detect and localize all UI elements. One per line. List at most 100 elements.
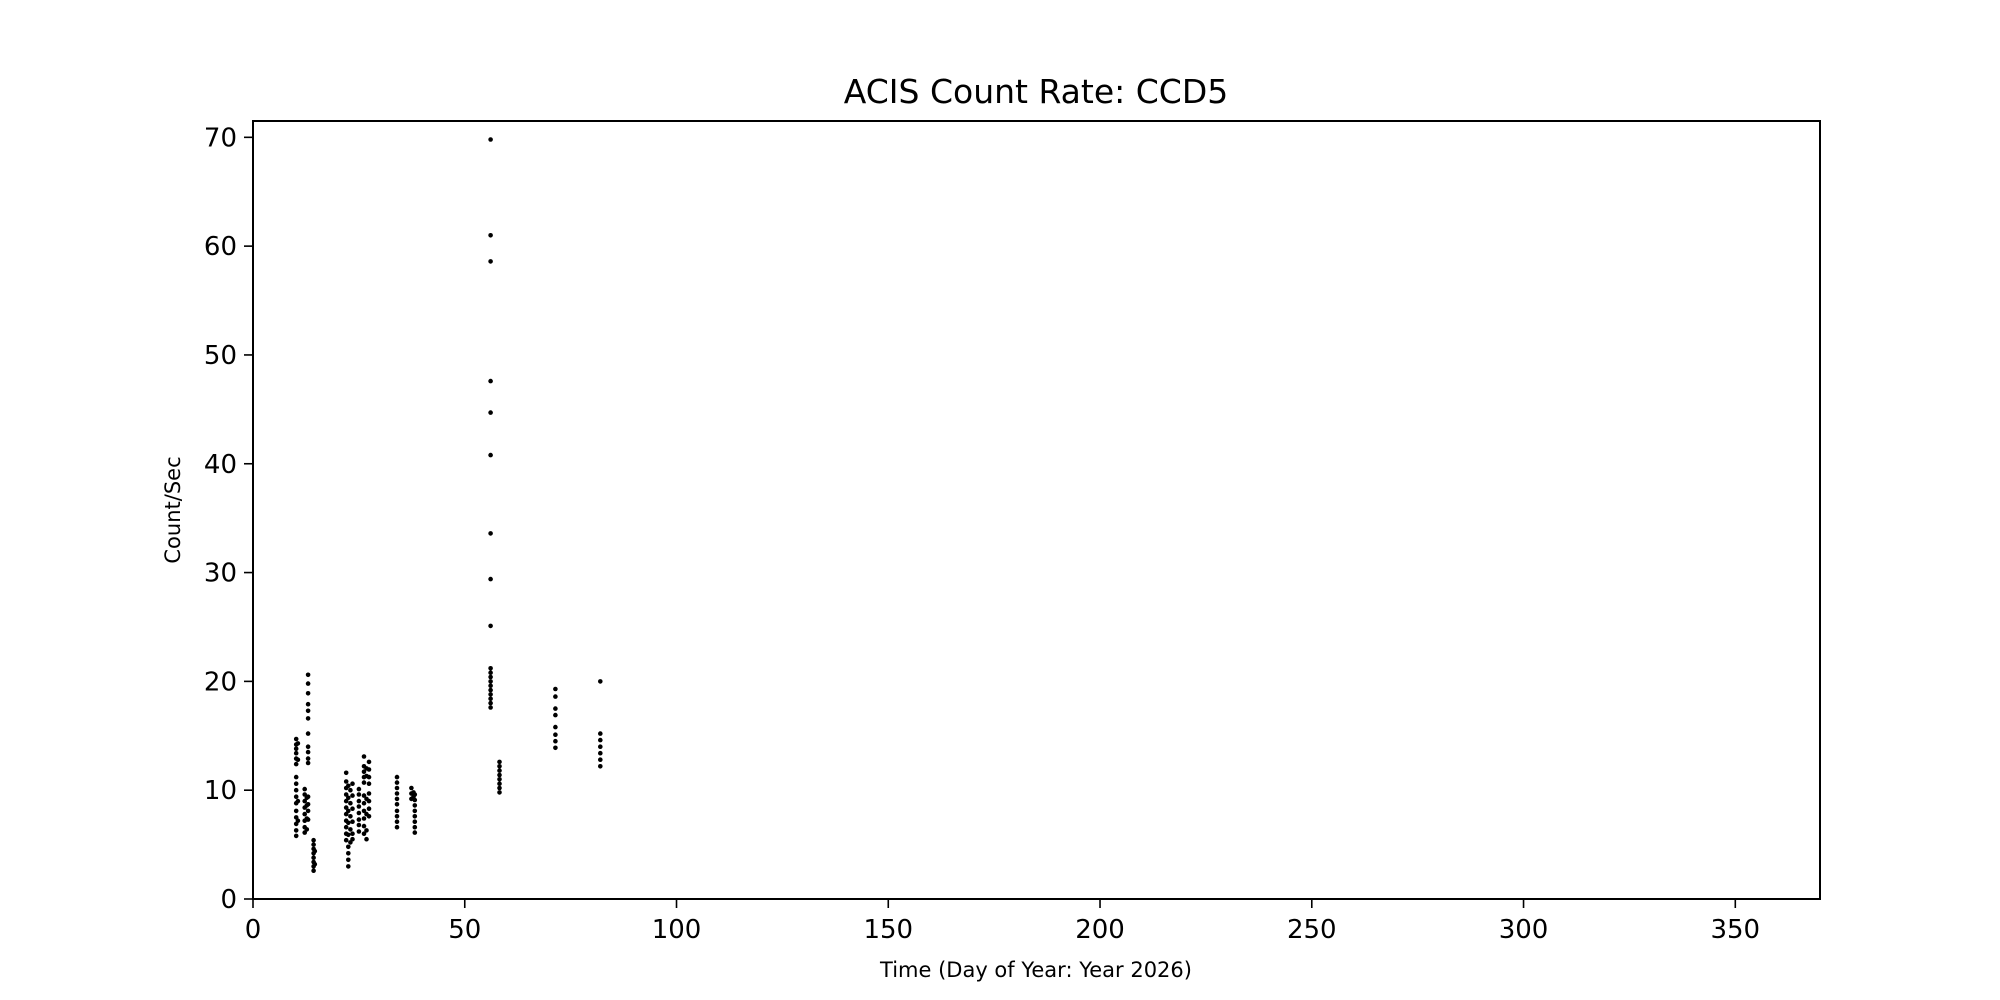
data-point (497, 777, 502, 782)
data-point (553, 694, 558, 699)
data-point (497, 772, 502, 778)
data-point (488, 700, 493, 706)
data-point (366, 791, 372, 796)
data-point (361, 754, 367, 759)
data-point (350, 819, 355, 824)
data-point (488, 687, 493, 693)
data-point (348, 787, 353, 793)
data-point (366, 814, 372, 819)
chart-title: ACIS Count Rate: CCD5 (844, 72, 1228, 111)
data-points (293, 137, 603, 873)
data-point (488, 623, 493, 629)
data-point (305, 794, 311, 799)
data-point (366, 781, 372, 786)
data-point (394, 785, 400, 791)
data-point (553, 686, 558, 692)
data-point (488, 692, 493, 697)
data-point (312, 861, 318, 867)
data-point (346, 783, 351, 789)
data-point (305, 802, 311, 807)
data-point (346, 851, 351, 856)
data-point (488, 576, 493, 582)
data-point (346, 864, 351, 869)
data-point (394, 824, 400, 830)
data-point (312, 848, 318, 854)
data-point (598, 757, 603, 762)
data-point (488, 259, 493, 264)
data-point (305, 749, 311, 755)
data-point (350, 793, 355, 798)
data-point (293, 774, 299, 780)
data-point (553, 745, 558, 751)
x-tick-label: 150 (863, 915, 913, 945)
data-point (346, 795, 351, 801)
data-point (346, 832, 351, 838)
y-tick-label: 50 (204, 341, 237, 371)
data-point (366, 798, 372, 804)
data-point (412, 814, 418, 819)
y-tick-label: 60 (204, 232, 237, 262)
data-point (311, 868, 316, 873)
data-point (343, 824, 349, 830)
data-point (343, 805, 349, 810)
data-point (488, 410, 493, 415)
data-point (305, 701, 311, 707)
data-point (311, 837, 316, 843)
data-point (409, 785, 414, 791)
data-point (598, 731, 603, 736)
y-tick-label: 10 (204, 776, 237, 806)
data-point (488, 696, 493, 702)
data-point (553, 724, 558, 730)
data-point (366, 767, 372, 772)
data-point (488, 679, 493, 684)
data-point (361, 808, 367, 814)
data-point (394, 808, 400, 814)
data-point (412, 824, 418, 830)
data-point (295, 798, 301, 804)
data-point (598, 679, 603, 684)
data-point (293, 736, 299, 742)
data-point (302, 798, 308, 804)
data-point (497, 768, 502, 773)
data-point (343, 779, 349, 784)
data-point (356, 786, 362, 792)
y-tick-label: 70 (204, 123, 237, 153)
x-tick-label: 350 (1710, 915, 1760, 945)
data-point (348, 800, 353, 806)
x-tick-label: 0 (245, 915, 262, 945)
y-tick-label: 0 (220, 885, 237, 915)
data-point (497, 790, 502, 795)
data-point (311, 855, 316, 860)
data-point (361, 831, 367, 836)
data-point (305, 756, 311, 761)
data-point (305, 744, 311, 749)
data-point (350, 836, 355, 842)
data-point (553, 732, 558, 737)
data-point (293, 761, 299, 767)
data-point (361, 793, 367, 798)
data-point (598, 737, 603, 743)
data-point (356, 804, 362, 809)
data-point (488, 674, 493, 680)
data-point (356, 792, 362, 797)
data-point (412, 792, 418, 797)
data-point (356, 810, 362, 816)
x-axis-label: Time (Day of Year: Year 2026) (879, 958, 1192, 982)
data-point (356, 822, 362, 828)
data-point (348, 814, 353, 819)
data-point (394, 774, 400, 780)
data-point (293, 787, 299, 793)
data-point (497, 759, 502, 765)
data-point (311, 842, 316, 847)
data-point (364, 836, 369, 842)
data-point (412, 808, 418, 814)
data-point (553, 712, 558, 718)
data-point (488, 452, 493, 458)
data-point (295, 741, 301, 746)
data-point (350, 781, 355, 786)
data-point (488, 683, 493, 688)
data-point (295, 818, 301, 823)
data-point (348, 827, 353, 832)
data-point (394, 802, 400, 807)
data-point (293, 833, 299, 839)
